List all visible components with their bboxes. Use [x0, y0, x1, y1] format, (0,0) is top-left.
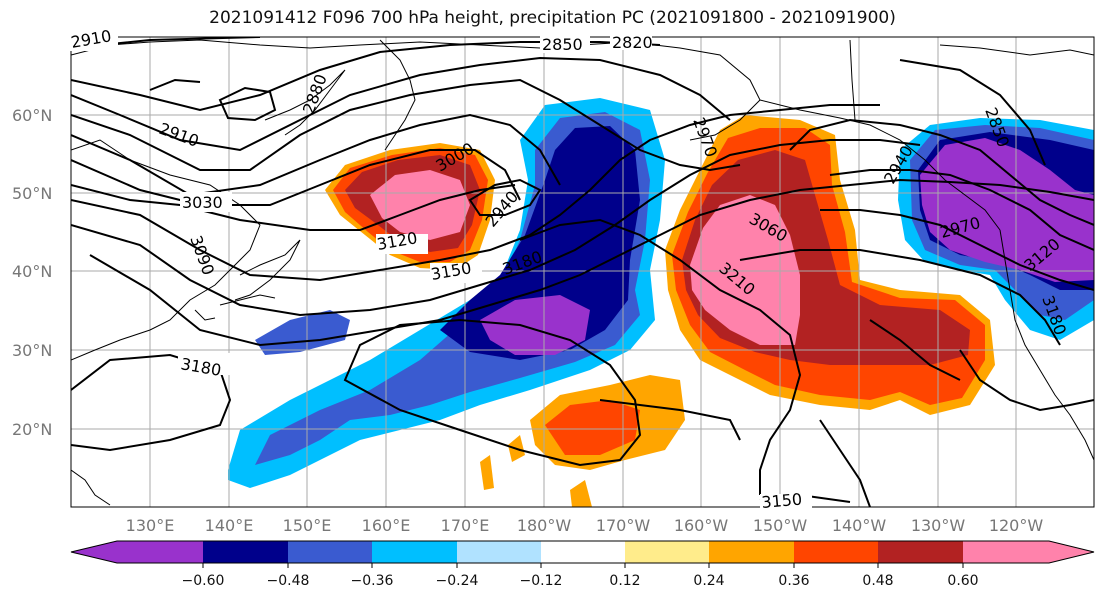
lat-label: 60°N: [12, 106, 52, 125]
colorbar-segment: [372, 541, 457, 563]
height-contours: [71, 37, 1094, 507]
colorbar-segment: [203, 541, 288, 563]
positive-shading-south: [480, 375, 685, 507]
contour-label: 2850: [542, 35, 583, 54]
lon-label: 180°W: [517, 516, 572, 535]
colorbar-tick-label: 0.12: [609, 573, 640, 589]
lon-label: 140°E: [205, 516, 254, 535]
colorbar-segment: [288, 541, 372, 563]
colorbar-tick-label: 0.24: [693, 573, 724, 589]
lat-label: 20°N: [12, 420, 52, 439]
longitude-labels: 130°E 140°E 150°E 160°E 170°E 180°W 170°…: [126, 516, 1044, 535]
lon-label: 130°E: [126, 516, 175, 535]
colorbar-segment: [963, 541, 1049, 563]
map-title: 2021091412 F096 700 hPa height, precipit…: [209, 8, 896, 28]
positive-shading-east: [665, 115, 995, 415]
contour-label: 3150: [761, 490, 803, 512]
colorbar-tick-label: 0.48: [862, 573, 893, 589]
contour-label: 2820: [612, 33, 653, 52]
colorbar-outline: [70, 540, 1095, 564]
lon-label: 170°W: [596, 516, 651, 535]
colorbar: −0.60 −0.48 −0.36 −0.24 −0.12 0.12 0.24 …: [70, 540, 1095, 589]
colorbar-segment: [457, 541, 541, 563]
colorbar-segment: [71, 541, 117, 563]
colorbar-tick-label: 0.36: [778, 573, 809, 589]
coastlines: [71, 39, 1094, 506]
lon-label: 120°W: [989, 516, 1044, 535]
lon-label: 170°E: [441, 516, 490, 535]
lat-label: 30°N: [12, 341, 52, 360]
colorbar-tick-label: −0.48: [267, 573, 310, 589]
colorbar-segment: [709, 541, 794, 563]
lon-label: 150°W: [753, 516, 808, 535]
positive-shading-west: [325, 143, 495, 270]
lat-label: 40°N: [12, 262, 52, 281]
negative-shading-west: [228, 98, 665, 488]
lon-label: 140°W: [832, 516, 887, 535]
colorbar-segment: [625, 541, 709, 563]
lat-label: 50°N: [12, 184, 52, 203]
lon-label: 150°E: [283, 516, 332, 535]
colorbar-segment: [117, 541, 203, 563]
contour-label: 3030: [182, 193, 223, 212]
lon-label: 160°E: [362, 516, 411, 535]
lon-label: 160°W: [674, 516, 729, 535]
colorbar-segment: [794, 541, 878, 563]
colorbar-tick-label: 0.60: [947, 573, 978, 589]
colorbar-tick-label: −0.24: [436, 573, 479, 589]
lon-label: 130°W: [911, 516, 966, 535]
colorbar-tick-label: −0.36: [351, 573, 394, 589]
colorbar-segment: [878, 541, 963, 563]
latitude-labels: 60°N 50°N 40°N 30°N 20°N: [12, 106, 52, 439]
colorbar-tick-label: −0.12: [520, 573, 563, 589]
colorbar-segment: [541, 541, 625, 563]
colorbar-segment: [1049, 541, 1094, 563]
colorbar-tick-label: −0.60: [182, 573, 225, 589]
